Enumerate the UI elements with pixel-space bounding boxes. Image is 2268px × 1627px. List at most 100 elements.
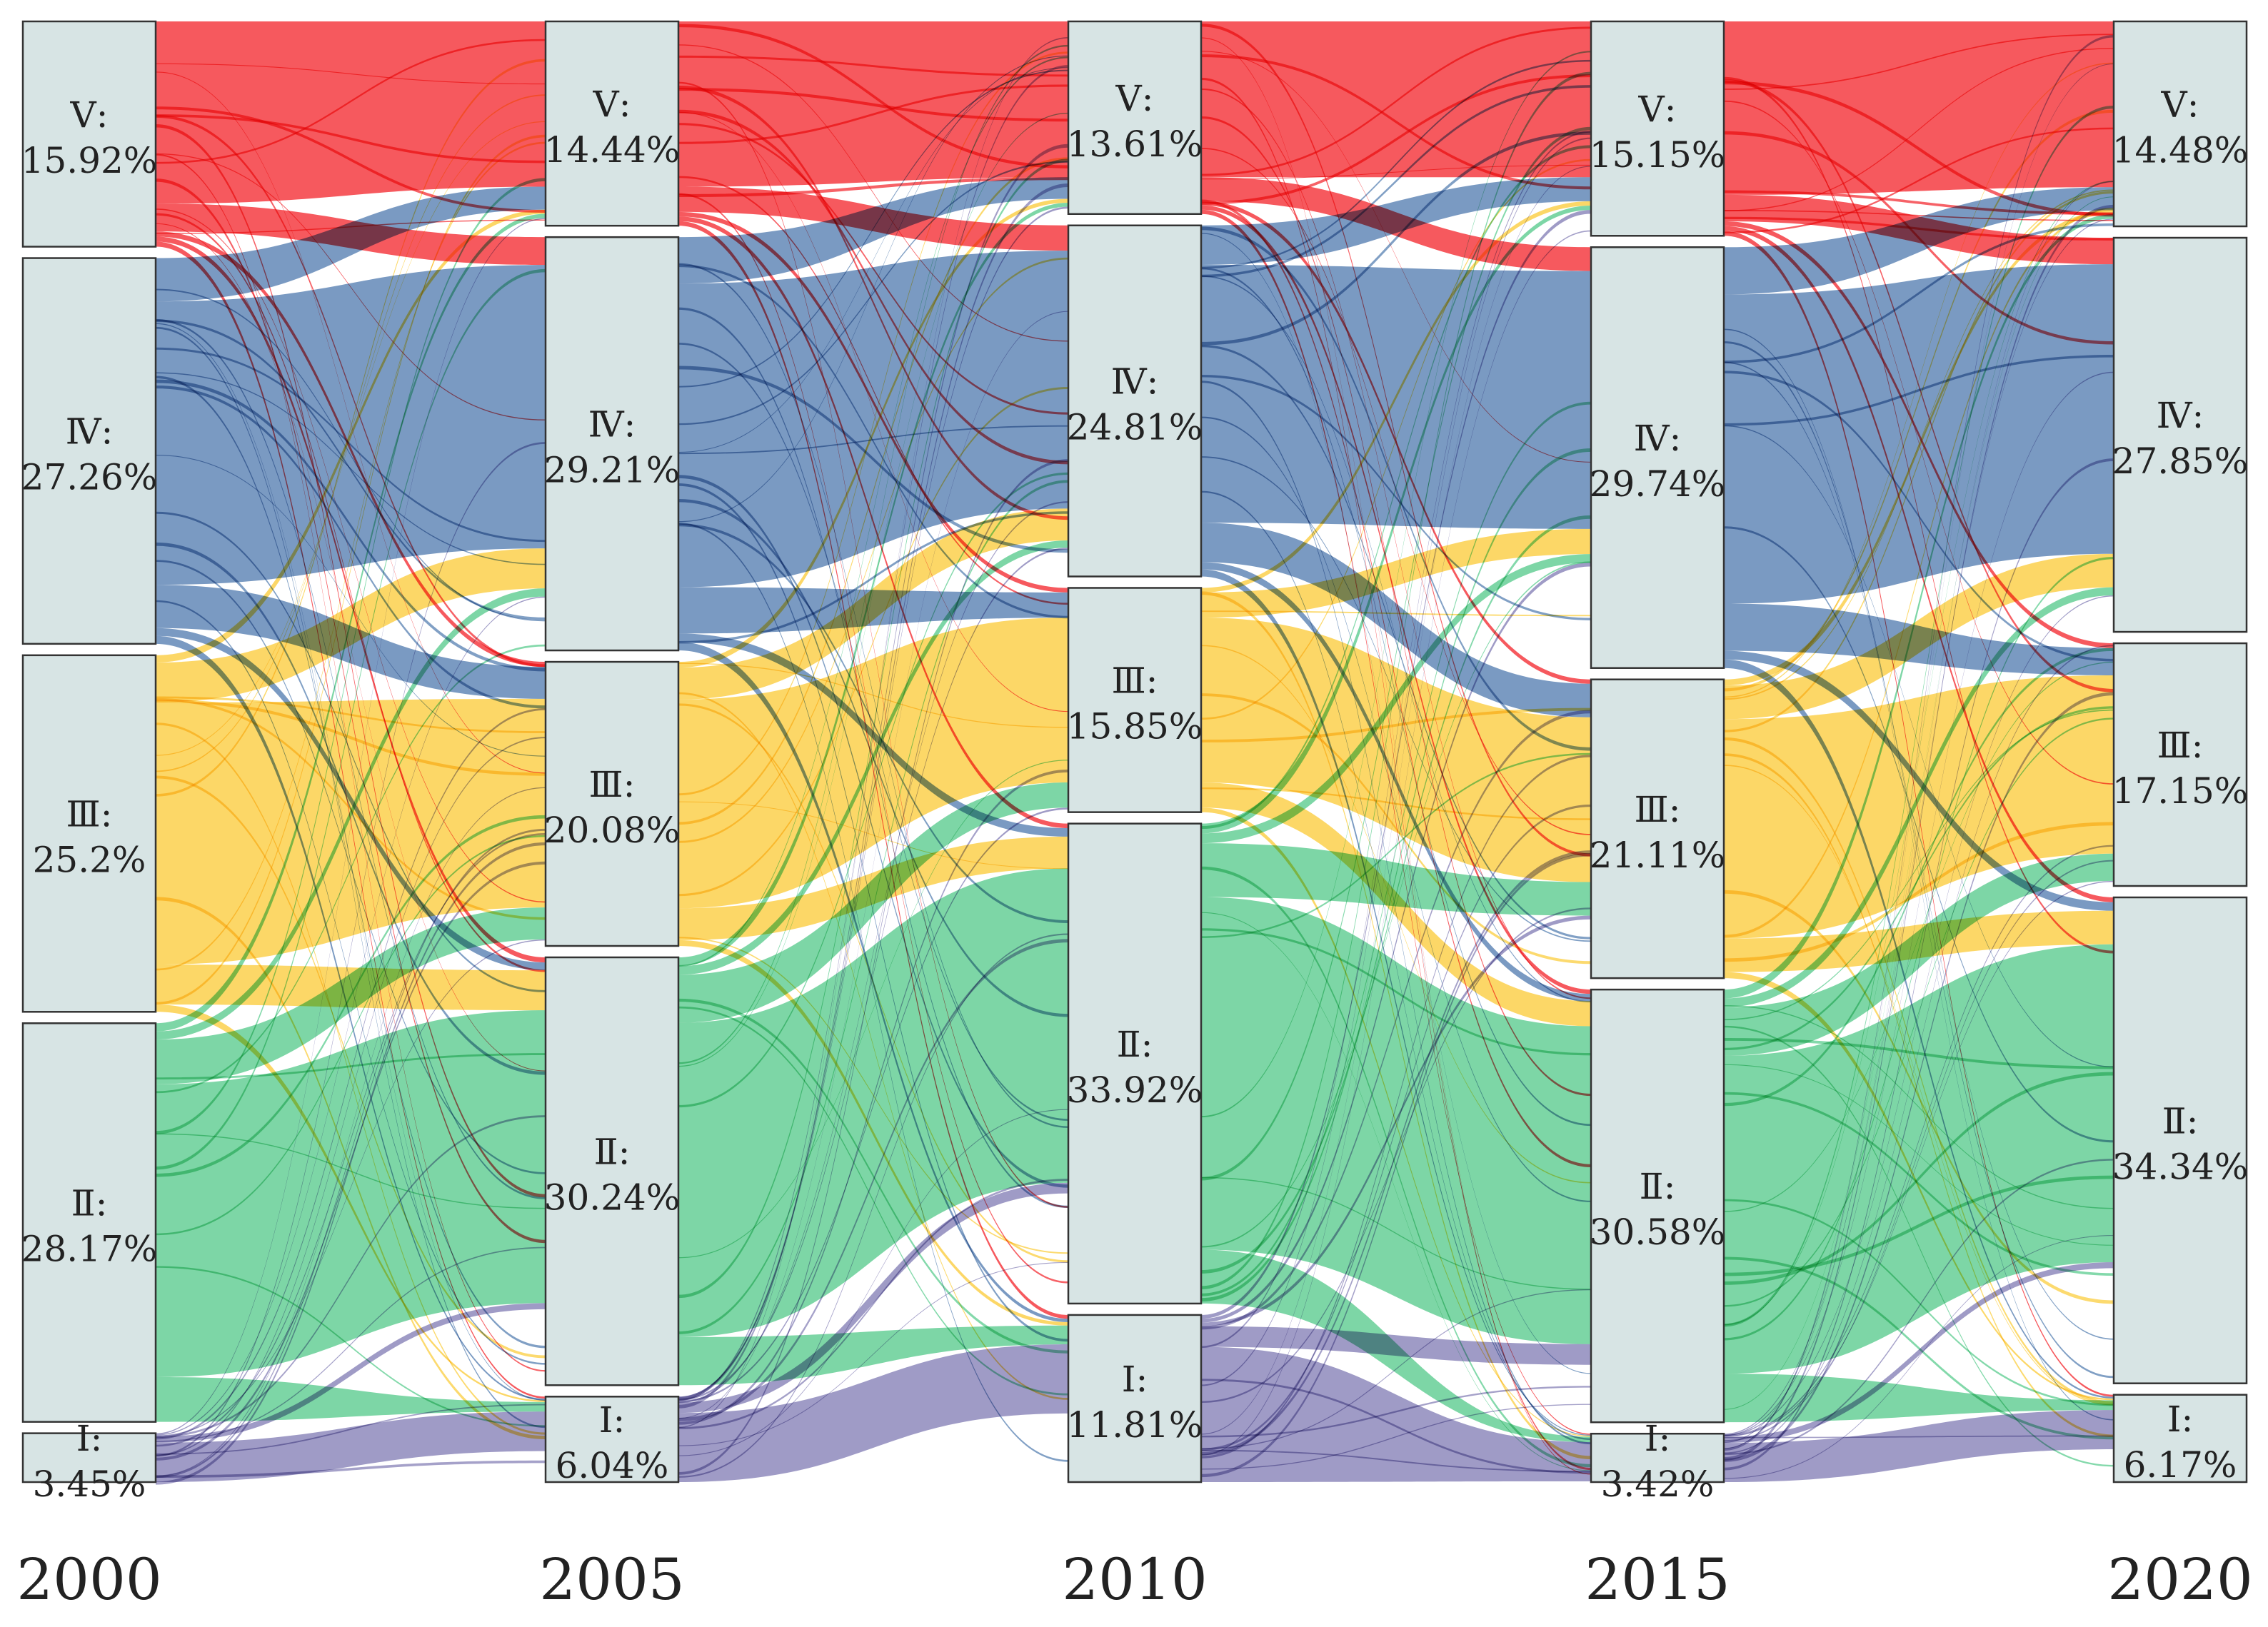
flow-2000-IV-to-V: [156, 186, 546, 302]
thin-flow-2015-23: [1724, 526, 2114, 1143]
thin-flow-2000-15: [156, 1460, 546, 1479]
flow-2015-IV-to-V: [1724, 187, 2114, 295]
node-class-label: Ⅳ:: [1111, 361, 1159, 403]
thin-flow-2015-55: [1724, 371, 2114, 662]
year-axis: 2000 2005 2010 2015 2020: [16, 1546, 2253, 1613]
thin-flow-2015-28: [1724, 105, 2114, 1327]
node-percent-label: 27.26%: [21, 457, 158, 498]
thin-flow-2005-11: [678, 44, 1068, 1064]
thin-flow-2000-36: [156, 134, 546, 1005]
thin-flow-2015-26: [1724, 1199, 2114, 1406]
thin-flow-2010-3: [1201, 907, 1591, 1403]
thin-flow-2010-50: [1201, 401, 1591, 1296]
thin-flow-2005-57: [678, 501, 1068, 1404]
thin-flow-2010-59: [1201, 24, 1591, 857]
thin-flow-2015-20: [1724, 458, 2114, 1471]
node-class-label: Ⅱ:: [2162, 1100, 2199, 1142]
thin-flow-2000-29: [156, 268, 546, 1170]
flow-2015-I-to-V: [1724, 218, 2114, 1435]
thin-flow-2000-27: [156, 114, 546, 668]
thin-flow-2000-23: [156, 208, 546, 903]
thin-flow-2005-7: [678, 183, 1068, 1401]
node-class-label: Ⅴ:: [2161, 84, 2199, 126]
thin-flow-2005-46: [678, 69, 1068, 388]
thin-flow-2005-30: [678, 498, 1068, 1017]
thin-flow-2000-44: [156, 707, 546, 1440]
thin-flow-2000-26: [156, 39, 546, 164]
thin-flow-2005-39: [678, 81, 1068, 1208]
node-2010-IV: [1067, 224, 1203, 578]
thin-flow-2000-18: [156, 153, 546, 420]
thin-flow-2000-24: [156, 121, 546, 756]
thin-flow-2015-9: [1724, 361, 2114, 1340]
thin-flow-2010-12: [1201, 912, 1591, 1471]
node-class-label: Ⅴ:: [1638, 89, 1677, 130]
thin-flow-2000-4: [156, 219, 546, 234]
thin-flow-2015-12: [1724, 191, 2114, 732]
thin-flow-2010-57: [1201, 928, 1591, 1056]
thin-flow-2010-2: [1201, 267, 1591, 1127]
thin-flow-2010-33: [1201, 131, 1591, 346]
thin-flow-2010-31: [1201, 1386, 1591, 1438]
flow-2015-III-to-V: [1724, 210, 2114, 686]
thin-flow-2015-8: [1724, 181, 2114, 1326]
node-percent-label: 28.17%: [21, 1228, 158, 1269]
node-class-label: Ⅰ:: [76, 1418, 103, 1459]
thin-flow-2010-13: [1201, 344, 1591, 940]
thin-flow-2015-31: [1724, 1064, 2114, 1246]
flow-2015-II-to-IV: [1724, 587, 2114, 1007]
flow-2010-II-to-III: [1201, 843, 1591, 916]
thin-flow-2005-53: [678, 158, 1068, 1299]
flow-2005-I-to-III: [678, 807, 1068, 1403]
flow-2015-V-to-V: [1724, 21, 2114, 195]
year-label-2005: 2005: [539, 1546, 685, 1613]
thin-flow-2000-54: [156, 1133, 546, 1209]
thin-flow-2010-38: [1201, 126, 1591, 1181]
flow-2000-IV-to-IV: [156, 265, 546, 585]
thin-flow-2005-20: [678, 176, 1068, 605]
flow-2015-III-to-III: [1724, 675, 2114, 939]
thin-flow-2000-39: [156, 1246, 546, 1442]
thin-flow-2015-22: [1724, 48, 2114, 211]
thin-flow-2005-40: [678, 366, 1068, 553]
node-class-label: Ⅲ:: [1634, 789, 1680, 830]
thin-flow-2010-26: [1201, 752, 1591, 938]
thin-flow-2015-18: [1724, 890, 2114, 1304]
node-percent-label: 33.92%: [1067, 1069, 1203, 1111]
node-percent-label: 14.44%: [544, 129, 681, 171]
node-class-label: Ⅳ:: [1634, 418, 1682, 459]
flow-2000-IV-to-I: [156, 635, 546, 1401]
node-2015-III: [1590, 678, 1725, 979]
thin-flow-2005-45: [678, 1006, 1068, 1396]
thin-flow-2005-0: [678, 311, 1068, 1419]
thin-flow-2005-18: [678, 692, 1068, 1400]
thin-flow-2010-52: [1201, 853, 1591, 1478]
flow-2015-I-to-III: [1724, 880, 2114, 1437]
thin-flow-2005-56: [678, 143, 1068, 1409]
thin-flow-2005-23: [678, 760, 1068, 1259]
thin-flow-2015-34: [1724, 1175, 2114, 1276]
flow-2000-I-to-III: [156, 939, 546, 1437]
node-class-label: Ⅲ:: [2157, 725, 2203, 766]
node-2000-I: [21, 1432, 157, 1484]
flow-2010-IV-to-III: [1201, 523, 1591, 717]
thin-flow-2000-43: [156, 326, 546, 1429]
thin-flow-2015-52: [1724, 216, 2114, 241]
thin-flow-2015-30: [1724, 1025, 2114, 1467]
node-2015-IV: [1590, 246, 1725, 669]
thin-flow-2015-46: [1724, 62, 2114, 698]
thin-flow-2015-0: [1724, 1435, 2114, 1439]
thin-flow-2005-54: [678, 475, 1068, 1188]
flow-2000-I-to-I: [156, 1411, 546, 1482]
flow-2010-III-to-V: [1201, 201, 1591, 593]
node-percent-label: 34.34%: [2112, 1146, 2249, 1187]
node-2005-I: [544, 1396, 680, 1484]
thin-flow-2010-10: [1201, 1289, 1591, 1449]
flow-2005-II-to-V: [678, 203, 1068, 967]
thin-flow-2000-40: [156, 379, 546, 672]
thin-flow-2015-54: [1724, 717, 2114, 1307]
thin-flow-2005-15: [678, 386, 1068, 897]
thin-flow-2015-43: [1724, 355, 2114, 426]
flow-2005-I-to-IV: [678, 548, 1068, 1401]
